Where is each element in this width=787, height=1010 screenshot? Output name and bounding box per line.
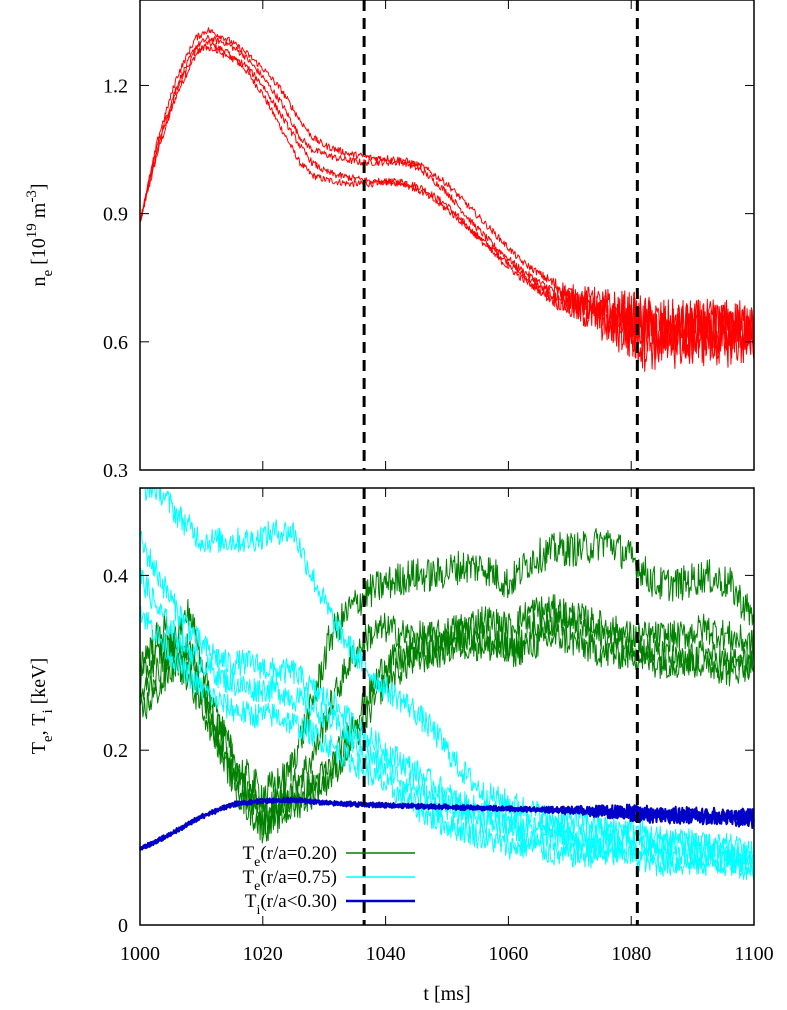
xtick-label: 1040	[366, 943, 406, 965]
ylabel-sup2: -3	[24, 190, 40, 203]
temperature-vlines	[362, 488, 639, 925]
ytick-label: 0.4	[103, 565, 128, 587]
ylabel-sub: e	[40, 270, 56, 277]
xtick-label: 1020	[243, 943, 283, 965]
temperature-series	[139, 487, 755, 881]
temperature-ticks: 0 0.2 0.4 1000 1020 1040 1060 1080 1100	[103, 488, 774, 965]
ytick-label: 0	[118, 915, 128, 937]
density-series-3	[139, 44, 755, 372]
density-series	[139, 27, 755, 372]
density-ticks: 0.3 0.6 0.9 1.2	[103, 0, 755, 482]
te-edge-series-0	[139, 487, 755, 865]
temperature-xlabel: t [ms]	[423, 983, 470, 1005]
ylabel-b-sub: i	[40, 709, 56, 713]
ylabel-rest2: m	[28, 202, 50, 223]
ti-core-series-2	[139, 796, 755, 851]
te-core-series-0	[139, 528, 755, 810]
density-series-2	[139, 27, 755, 351]
ytick-label: 1.2	[103, 75, 128, 97]
ylabel-sup1: 19	[24, 223, 40, 238]
density-panel: 0.3 0.6 0.9 1.2 ne [1019 m-3]	[24, 0, 755, 482]
ytick-label: 0.9	[103, 204, 128, 226]
ylabel-rest: [keV]	[28, 658, 50, 710]
xtick-label: 1100	[734, 943, 773, 965]
ytick-label: 0.2	[103, 740, 128, 762]
ylabel-mid: , T	[28, 714, 50, 736]
legend-label-2: Ti(r/a<0.30)	[245, 891, 337, 918]
temperature-axes-frame	[139, 487, 755, 926]
xtick-label: 1080	[611, 943, 651, 965]
density-axes-frame	[139, 0, 755, 471]
ylabel-a: T	[28, 742, 50, 754]
density-series-1	[139, 34, 755, 356]
ylabel-main: n	[28, 277, 50, 287]
temperature-ylabel: Te, Ti [keV]	[28, 658, 56, 755]
density-vlines	[362, 0, 639, 470]
te-core-series-3	[139, 623, 755, 844]
te-edge-series-3	[139, 605, 755, 881]
xtick-label: 1060	[488, 943, 528, 965]
ytick-label: 0.3	[103, 460, 128, 482]
legend-label-0: Te(r/a=0.20)	[243, 843, 338, 870]
legend-label-1: Te(r/a=0.75)	[243, 867, 338, 894]
density-series-0	[139, 39, 755, 360]
temperature-panel: 0 0.2 0.4 1000 1020 1040 1060 1080 1100 Te, Ti […	[28, 487, 774, 1005]
xtick-label: 1000	[120, 943, 160, 965]
ylabel-a-sub: e	[40, 735, 56, 742]
density-ylabel: ne [1019 m-3]	[24, 183, 56, 286]
te-core-series-2	[139, 599, 754, 836]
ylabel-rest1: [10	[28, 238, 50, 270]
ylabel-rest3: ]	[28, 183, 50, 190]
legend: Te(r/a=0.20)Te(r/a=0.75)Ti(r/a<0.30)	[243, 843, 415, 918]
ytick-label: 0.6	[103, 332, 128, 354]
